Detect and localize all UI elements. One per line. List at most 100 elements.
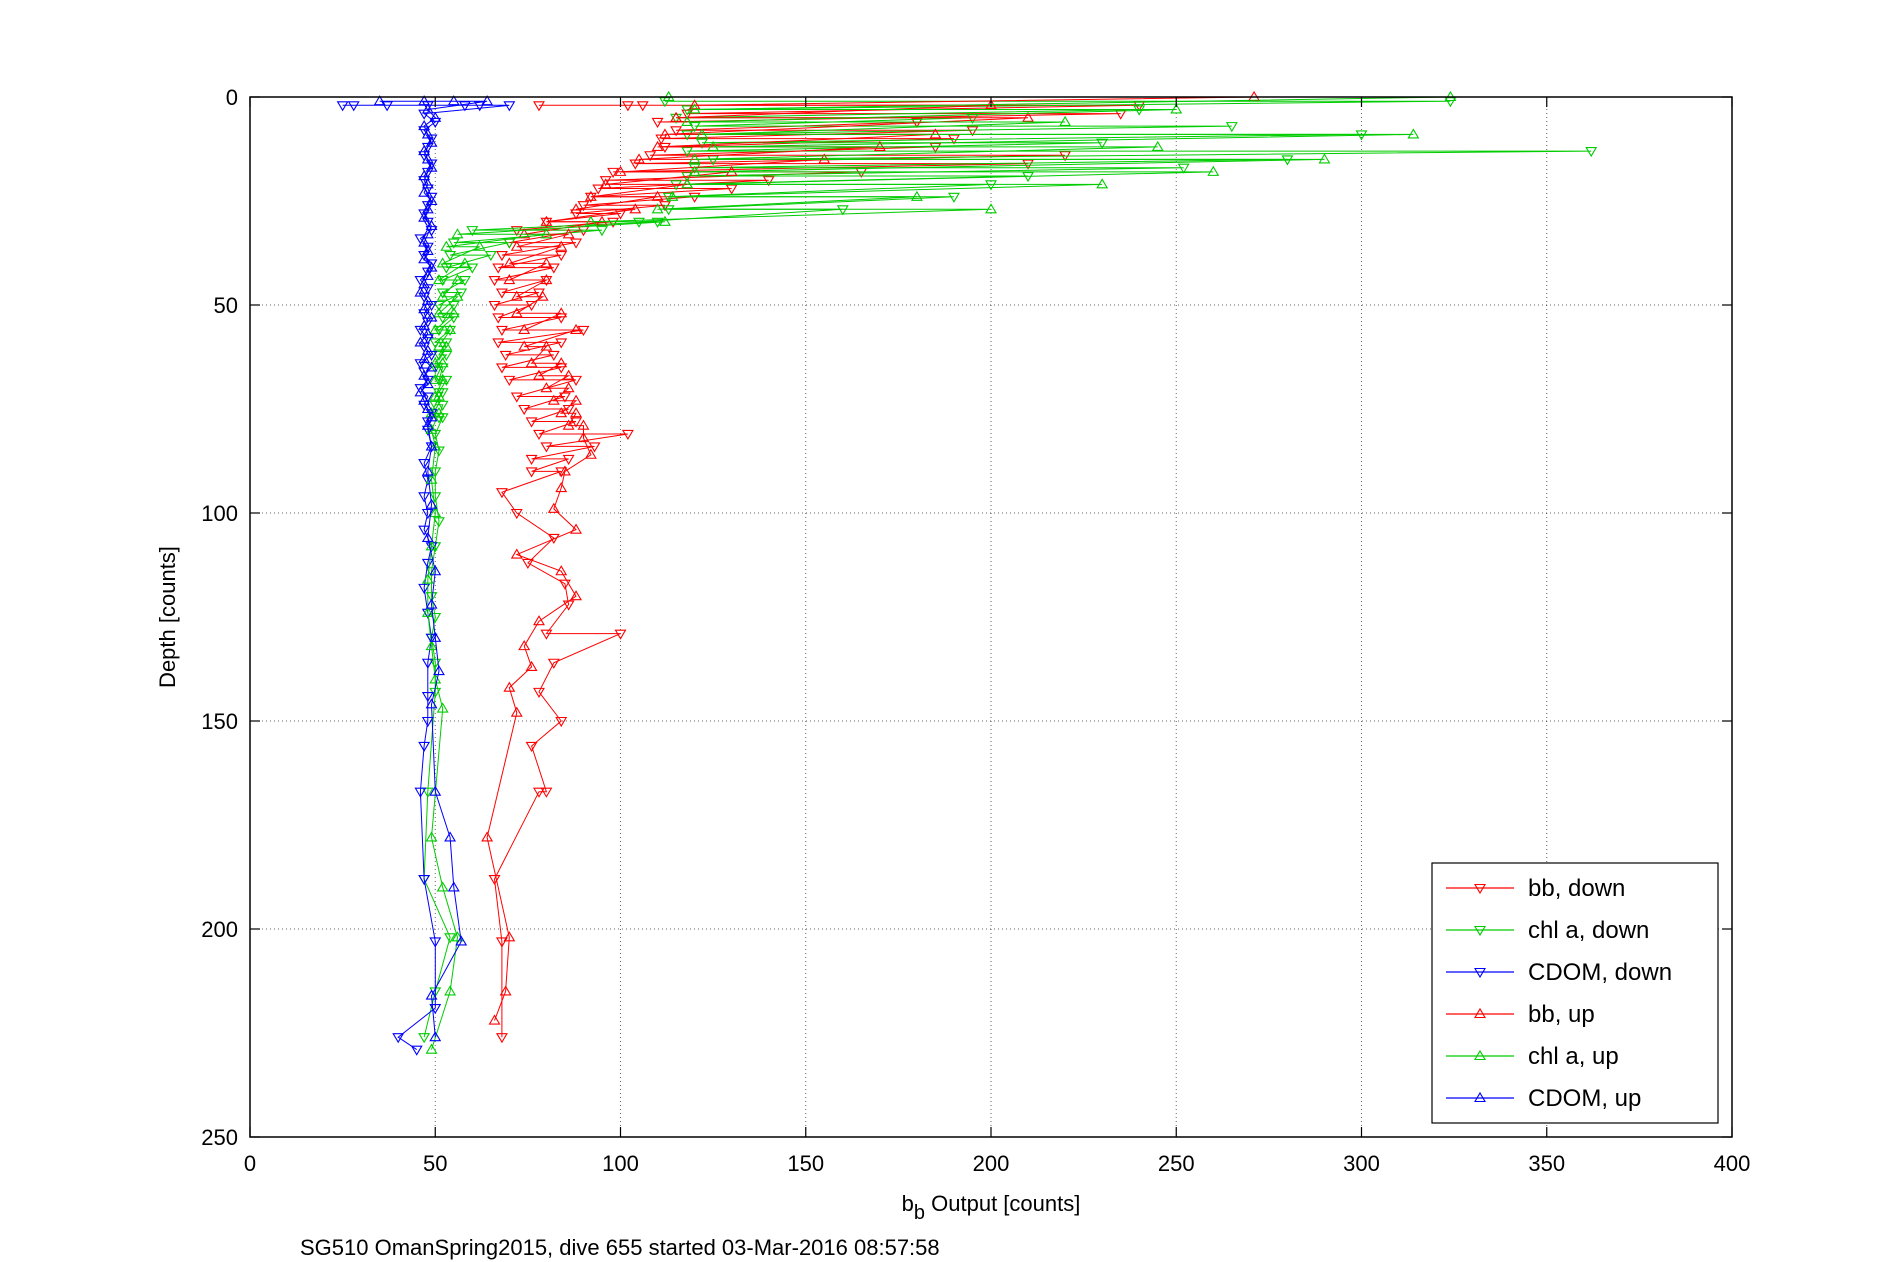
data-point — [421, 606, 434, 617]
data-point — [436, 257, 449, 268]
data-point — [425, 219, 438, 231]
data-point — [418, 1033, 431, 1044]
legend-label: bb, down — [1528, 875, 1625, 902]
data-point — [621, 101, 634, 112]
data-point — [421, 558, 434, 570]
data-point — [688, 153, 701, 164]
data-point — [584, 190, 597, 201]
data-point — [492, 313, 505, 324]
data-point — [510, 240, 523, 251]
data-point — [621, 429, 634, 441]
data-point — [570, 590, 583, 601]
data-point — [425, 592, 438, 603]
data-point — [418, 369, 431, 380]
data-point — [373, 95, 386, 106]
data-point — [429, 937, 442, 948]
data-point — [447, 307, 460, 318]
data-point — [444, 325, 457, 337]
data-point — [418, 169, 431, 181]
data-point — [651, 140, 664, 151]
data-point — [929, 128, 942, 139]
data-point — [588, 442, 601, 453]
data-point — [418, 253, 431, 264]
data-point — [658, 128, 671, 139]
data-point — [540, 340, 553, 351]
data-point — [503, 101, 516, 112]
data-point — [425, 442, 438, 453]
data-point — [985, 203, 997, 214]
data-point — [381, 101, 394, 112]
data-point — [547, 350, 560, 362]
data-point — [670, 126, 683, 137]
data-point — [614, 209, 627, 220]
data-point — [725, 184, 738, 195]
legend-label: bb, up — [1528, 1001, 1595, 1028]
data-point — [418, 186, 431, 197]
data-point — [421, 294, 434, 305]
data-point — [429, 785, 442, 796]
data-point — [429, 400, 442, 411]
data-point — [525, 741, 538, 753]
data-point — [421, 402, 434, 414]
data-point — [547, 658, 560, 669]
data-point — [555, 363, 568, 374]
y-tick-label: 0 — [226, 85, 238, 110]
x-tick-label: 0 — [244, 1151, 256, 1176]
data-point — [570, 407, 583, 418]
data-point — [681, 115, 694, 127]
data-point — [533, 687, 545, 698]
data-point — [762, 176, 775, 187]
data-point — [488, 300, 501, 312]
data-point — [451, 931, 464, 942]
data-point — [555, 716, 568, 728]
legend-item-cdom-down: CDOM, down — [1446, 959, 1672, 986]
data-point — [499, 350, 512, 362]
data-point — [432, 375, 445, 386]
data-point — [555, 251, 568, 262]
data-point — [525, 467, 538, 478]
data-point — [429, 111, 442, 122]
data-point — [436, 290, 449, 301]
data-point — [432, 273, 445, 285]
data-point — [510, 392, 523, 403]
data-point — [429, 363, 442, 374]
data-point — [418, 95, 431, 106]
x-tick-label: 150 — [787, 1151, 824, 1176]
data-point — [429, 117, 442, 129]
data-point — [688, 192, 701, 203]
data-point — [444, 933, 457, 944]
x-tick-label: 50 — [423, 1151, 447, 1176]
data-point — [425, 161, 438, 172]
data-point — [533, 369, 545, 380]
data-point — [436, 702, 449, 713]
x-tick-label: 250 — [1158, 1151, 1195, 1176]
data-point — [696, 128, 708, 139]
data-point — [555, 565, 568, 576]
data-point — [1407, 128, 1420, 139]
data-point — [629, 203, 642, 214]
data-point — [547, 263, 560, 274]
data-point — [421, 691, 434, 703]
data-point — [495, 937, 508, 948]
data-point — [418, 583, 431, 594]
data-point — [555, 357, 568, 368]
data-point — [910, 190, 923, 201]
data-point — [607, 167, 620, 178]
data-point — [518, 640, 531, 651]
data-point — [503, 375, 516, 386]
data-point — [425, 261, 438, 272]
data-point — [495, 1033, 508, 1044]
data-point — [495, 325, 508, 337]
data-point — [947, 192, 960, 203]
data-point — [444, 985, 457, 996]
data-point — [633, 217, 645, 228]
data-point — [607, 217, 620, 228]
data-point — [555, 467, 568, 478]
y-tick-label: 100 — [201, 501, 238, 526]
data-point — [540, 382, 553, 393]
data-point — [636, 101, 649, 112]
data-point — [421, 178, 434, 189]
data-point — [418, 236, 431, 247]
data-point — [547, 502, 560, 513]
data-point — [421, 128, 434, 139]
